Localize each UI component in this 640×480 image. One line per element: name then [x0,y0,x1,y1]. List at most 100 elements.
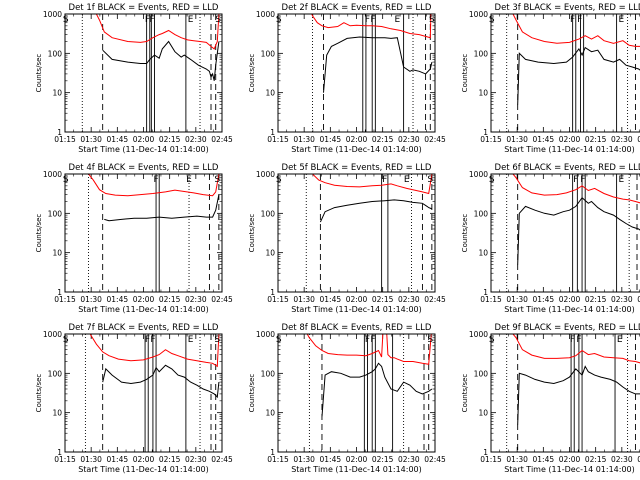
y-tick-label: 100 [48,209,63,218]
lld-series-line [88,174,220,197]
y-tick-label: 100 [474,49,489,58]
panel-title: Det 6f BLACK = Events, RED = LLD [495,163,640,173]
events-series-line [517,196,640,265]
x-tick-label: 02:45 [424,135,446,144]
x-tick-label: 01:30 [506,295,528,304]
interval-marker-label: S [276,15,282,25]
plot-frame [490,333,640,453]
y-tick-label: 1 [270,288,275,297]
x-tick-label: 01:45 [107,135,129,144]
y-tick-label: 100 [474,209,489,218]
interval-marker-label: S [489,175,495,185]
panel: Det 2f BLACK = Events, RED = LLD 1 10 100 10… [248,3,446,154]
y-tick-label: 10 [478,89,488,98]
panel: Det 6f BLACK = Events, RED = LLD 1 10 100 10… [461,163,640,314]
interval-marker-label: E [186,175,192,185]
interval-marker-label: F [576,335,581,345]
events-series-line [321,362,433,417]
events-series-line [517,46,640,105]
y-tick-label: 1 [57,288,62,297]
plot-area [506,174,640,292]
interval-marker-label: E [188,335,194,345]
interval-marker-label: F [145,335,150,345]
x-tick-label: 01:15 [267,295,289,304]
x-tick-label: 01:45 [320,455,342,464]
y-tick-label: 1 [57,128,62,137]
x-tick-label: 02:30 [611,135,633,144]
x-tick-label: 02:45 [637,455,640,464]
x-tick-label: 02:45 [211,135,233,144]
panel-title: Det 9f BLACK = Events, RED = LLD [495,323,640,333]
interval-marker-label: E [618,15,624,25]
interval-marker-label: S [489,15,495,25]
y-tick-label: 10 [265,89,275,98]
y-tick-label: 100 [261,49,276,58]
y-axis-label: Counts/sec [248,374,256,413]
interval-marker-label: E [188,15,194,25]
plot-area [305,174,433,292]
y-tick-label: 1000 [256,170,275,179]
x-tick-label: 01:15 [480,135,502,144]
x-tick-label: 02:00 [559,455,581,464]
x-tick-label: 01:15 [480,295,502,304]
x-tick-label: 02:15 [372,295,394,304]
x-tick-label: 01:30 [293,455,315,464]
plot-area [311,14,433,132]
y-tick-label: 1000 [469,170,488,179]
plot-frame [490,173,640,293]
plot-frame [64,13,223,133]
x-tick-label: 02:00 [559,135,581,144]
x-tick-label: 02:15 [585,455,607,464]
x-axis-label: Start Time (11-Dec-14 01:14:00) [504,305,635,314]
interval-marker-label: F [145,15,150,25]
y-axis-label: Counts/sec [35,54,43,93]
panel-title: Det 7f BLACK = Events, RED = LLD [69,323,219,333]
interval-marker-label: E [617,335,623,345]
interval-marker-label: S [63,175,69,185]
y-tick-label: 10 [52,89,62,98]
y-axis-label: Counts/sec [35,374,43,413]
x-axis-label: Start Time (11-Dec-14 01:14:00) [78,305,209,314]
x-tick-label: 02:15 [585,295,607,304]
x-axis-label: Start Time (11-Dec-14 01:14:00) [504,145,635,154]
x-tick-label: 01:30 [293,295,315,304]
y-axis-label: Counts/sec [248,214,256,253]
y-tick-label: 1000 [43,330,62,339]
interval-marker-label: S [214,335,220,345]
interval-marker-label: F [580,175,585,185]
panel: Det 1f BLACK = Events, RED = LLD 1 10 100 10… [35,3,233,154]
events-series-line [323,36,433,93]
x-tick-label: 02:30 [611,295,633,304]
x-tick-label: 01:30 [506,455,528,464]
lld-series-line [312,174,433,195]
panel: Det 8f BLACK = Events, RED = LLD 1 10 100 10… [248,323,446,474]
interval-marker-label: F [382,175,387,185]
y-tick-label: 100 [48,49,63,58]
x-tick-label: 01:45 [320,295,342,304]
x-tick-label: 01:15 [267,455,289,464]
interval-marker-label: E [618,175,624,185]
plot-frame [277,13,436,133]
panel-title: Det 2f BLACK = Events, RED = LLD [282,3,432,13]
panel-title: Det 5f BLACK = Events, RED = LLD [282,163,432,173]
y-tick-label: 100 [48,369,63,378]
y-tick-label: 1 [270,448,275,457]
lld-series-line [311,14,432,39]
interval-marker-label: F [573,175,578,185]
interval-marker-label: S [63,15,69,25]
interval-marker-label: S [489,335,495,345]
interval-marker-label: F [365,15,370,25]
plot-area [306,334,433,452]
y-tick-label: 1000 [256,330,275,339]
interval-marker-label: S [276,335,282,345]
plot-frame [64,333,223,453]
interval-marker-label: S [427,175,433,185]
interval-marker-label: F [570,335,575,345]
y-axis-label: Counts/sec [461,374,469,413]
y-tick-label: 1 [483,128,488,137]
y-tick-label: 10 [265,249,275,258]
interval-marker-label: S [215,15,221,25]
interval-marker-label: E [394,15,400,25]
interval-marker-label: S [63,335,69,345]
x-tick-label: 02:00 [133,455,155,464]
